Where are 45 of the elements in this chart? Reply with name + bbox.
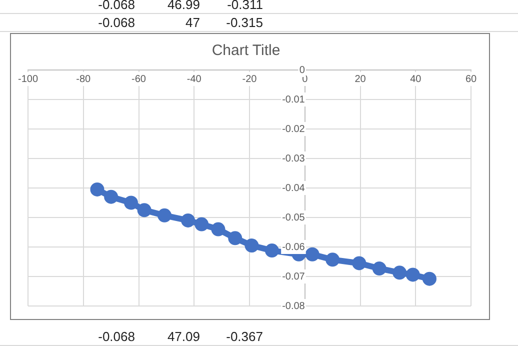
x-tick-label: -20 xyxy=(242,74,258,85)
x-tick-label: 40 xyxy=(410,74,422,85)
text: -0.311 xyxy=(226,0,263,12)
y-tick-label: -0.08 xyxy=(282,300,306,312)
y-tick-label: -0.04 xyxy=(282,182,306,194)
point xyxy=(90,182,104,196)
point xyxy=(305,247,320,262)
point xyxy=(137,203,152,218)
text: 47 xyxy=(184,15,200,30)
y-tick-label: -0.02 xyxy=(282,124,306,135)
point xyxy=(104,190,118,204)
point xyxy=(211,222,226,236)
x-tick-label: -60 xyxy=(132,74,146,85)
point xyxy=(392,266,407,280)
point xyxy=(244,238,259,253)
text: -0.315 xyxy=(225,15,263,30)
x-tick-label: -80 xyxy=(76,74,92,85)
point xyxy=(124,196,138,210)
point xyxy=(158,208,172,222)
point xyxy=(228,231,242,246)
text: -0.367 xyxy=(225,329,263,344)
point xyxy=(194,217,209,232)
point xyxy=(406,268,420,282)
x-tick-label: -100 xyxy=(18,74,38,85)
point xyxy=(422,272,436,286)
y-tick-label: -0.07 xyxy=(282,271,306,282)
point xyxy=(326,252,340,267)
point xyxy=(372,262,386,276)
y-tick-label: 0 xyxy=(299,64,306,76)
chart-title: Chart Title xyxy=(212,42,280,60)
y-tick-label: -0.05 xyxy=(282,212,306,224)
x-tick-label: 20 xyxy=(354,74,366,85)
point xyxy=(264,244,279,258)
point xyxy=(352,256,366,270)
point xyxy=(181,213,196,228)
text: -0.068 xyxy=(97,0,135,12)
y-tick-label: -0.03 xyxy=(282,153,306,164)
text: -0.068 xyxy=(97,15,135,30)
text: 46.99 xyxy=(166,0,200,12)
text: 47.09 xyxy=(166,329,200,344)
x-tick-label: 60 xyxy=(465,74,477,85)
y-tick-label: -0.06 xyxy=(282,242,306,253)
x-tick-label: -40 xyxy=(186,74,202,85)
y-tick-label: -0.01 xyxy=(282,94,306,106)
text: -0.068 xyxy=(97,329,135,344)
